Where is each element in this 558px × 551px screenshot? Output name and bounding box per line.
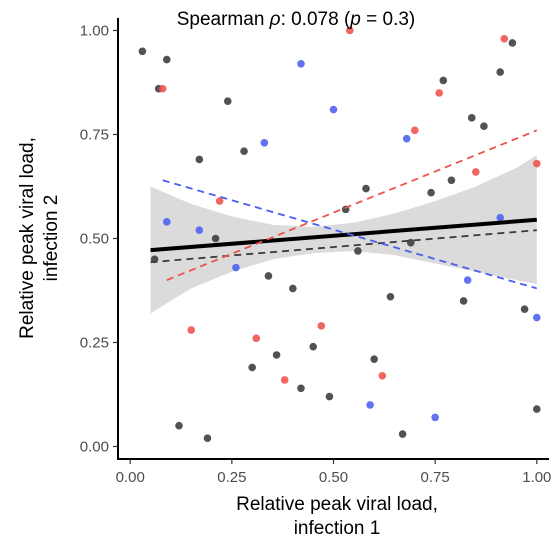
blue-data-point	[496, 213, 505, 222]
data-points-layer	[138, 26, 541, 442]
y-axis-title: Relative peak viral load, infection 2	[17, 137, 62, 339]
red-data-point	[435, 89, 444, 97]
black-data-point	[467, 114, 476, 122]
black-data-point	[496, 68, 505, 76]
x-tick-label: 0.25	[217, 469, 246, 486]
x-tick-label: 0.50	[319, 469, 348, 486]
title-rho-symbol: ρ	[269, 9, 281, 30]
blue-data-point	[297, 59, 305, 68]
black-data-point	[362, 184, 370, 193]
ticks-layer: 0.00 0.25 0.50 0.75 1.00 0.00 0.25 0.50 0.75 1.00	[80, 22, 552, 486]
black-data-point	[272, 351, 281, 359]
y-tick-label: 1.00	[80, 22, 109, 39]
chart-title: Spearman ρ: 0.078 (p = 0.3)	[177, 9, 416, 30]
blue-data-point	[162, 218, 171, 226]
black-data-point	[447, 176, 456, 185]
red-data-point	[472, 168, 480, 176]
black-data-point	[240, 147, 248, 155]
x-axis-title-line-2: infection 1	[294, 518, 381, 539]
black-data-point	[211, 234, 220, 243]
y-tick-label: 0.25	[80, 335, 109, 352]
black-data-point	[325, 392, 334, 401]
blue-data-point	[533, 313, 541, 322]
y-axis-title-line-1: Relative peak viral load,	[17, 137, 38, 339]
blue-data-point	[232, 263, 240, 272]
blue-data-point	[260, 139, 269, 147]
x-tick-label: 1.00	[522, 469, 551, 486]
red-data-point	[158, 84, 167, 93]
black-data-point	[223, 97, 232, 106]
black-dashed-fit-line	[150, 229, 537, 264]
red-data-point	[500, 35, 509, 43]
black-data-point	[203, 434, 212, 442]
y-tick-label: 0.75	[80, 126, 109, 143]
black-data-point	[459, 297, 468, 305]
red-data-point	[187, 326, 195, 334]
black-data-point	[406, 238, 415, 247]
black-data-point	[162, 55, 171, 64]
red-data-point	[252, 334, 261, 343]
black-data-point	[480, 122, 488, 130]
black-data-point	[520, 305, 529, 314]
y-tick-label: 0.00	[80, 439, 109, 456]
blue-data-point	[329, 105, 338, 114]
title-p-symbol: p	[349, 9, 361, 30]
black-data-point	[309, 342, 317, 351]
black-data-point	[386, 292, 395, 301]
black-data-point	[533, 405, 541, 413]
black-data-point	[439, 76, 448, 85]
blue-data-point	[431, 413, 439, 422]
blue-data-point	[463, 276, 472, 284]
title-lead: Spearman	[177, 9, 270, 30]
black-data-point	[354, 247, 362, 255]
x-axis-title-line-1: Relative peak viral load,	[236, 494, 438, 515]
y-axis-title-line-2: infection 2	[41, 195, 62, 282]
red-data-point	[345, 26, 354, 35]
black-data-point	[195, 155, 204, 164]
title-value: : 0.078 (	[281, 9, 351, 30]
red-data-point	[378, 371, 387, 380]
x-tick-label: 0.75	[421, 469, 450, 486]
x-tick-label: 0.00	[116, 469, 145, 486]
black-data-point	[175, 421, 183, 430]
blue-data-point	[366, 401, 374, 409]
black-data-point	[508, 39, 517, 47]
black-data-point	[289, 284, 297, 293]
red-data-point	[317, 322, 326, 330]
black-solid-fit-line	[150, 217, 537, 253]
x-axis-title: Relative peak viral load, infection 1	[236, 494, 438, 539]
red-data-point	[411, 126, 419, 135]
black-data-point	[138, 47, 147, 56]
red-data-point	[280, 376, 289, 384]
y-tick-label: 0.50	[80, 231, 109, 248]
title-p-value: = 0.3)	[361, 9, 415, 30]
red-data-point	[215, 197, 224, 205]
blue-data-point	[195, 226, 204, 234]
black-data-point	[398, 430, 407, 438]
red-data-point	[533, 159, 541, 168]
black-data-point	[248, 363, 256, 372]
blue-dashed-fit-line	[162, 179, 538, 290]
red-dashed-fit-line	[166, 129, 538, 281]
black-data-point	[264, 272, 273, 280]
black-data-point	[370, 355, 378, 363]
black-data-point	[427, 188, 435, 197]
fit-lines-layer	[150, 129, 538, 290]
blue-data-point	[402, 134, 411, 143]
black-data-point	[297, 384, 305, 393]
